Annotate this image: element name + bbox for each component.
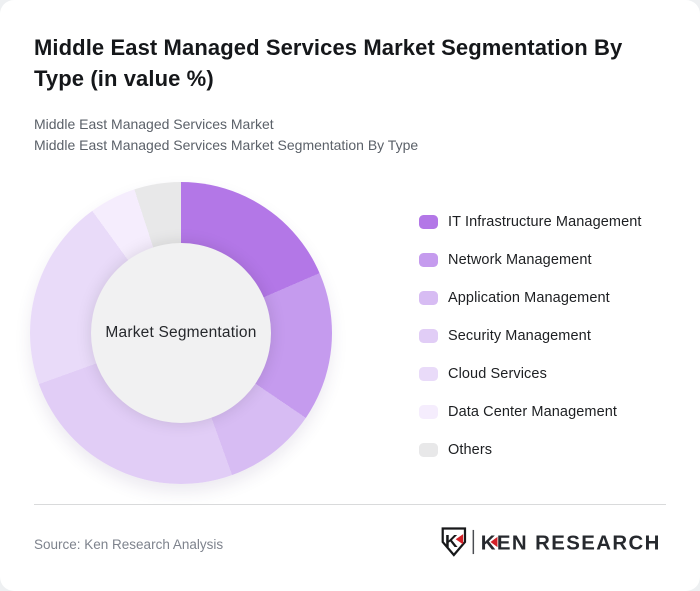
legend-swatch <box>419 290 438 305</box>
legend-swatch <box>419 214 438 229</box>
legend-label: Cloud Services <box>448 365 547 382</box>
subtitle-block: Middle East Managed Services Market Midd… <box>34 114 634 156</box>
logo-brand-text: KEN RESEARCH <box>481 532 661 554</box>
legend-label: Data Center Management <box>448 403 618 420</box>
legend-label: Others <box>448 441 493 458</box>
legend-label: Application Management <box>448 289 610 306</box>
legend-item: Application Management <box>419 289 642 306</box>
donut-hole: Market Segmentation <box>91 243 271 423</box>
legend-swatch <box>419 328 438 343</box>
legend-item: Data Center Management <box>419 403 642 420</box>
legend-label: Network Management <box>448 251 592 268</box>
legend-item: Security Management <box>419 327 642 344</box>
svg-text:K: K <box>445 531 458 551</box>
subtitle-line-1: Middle East Managed Services Market <box>34 116 274 132</box>
legend-swatch <box>419 404 438 419</box>
subtitle-line-2: Middle East Managed Services Market Segm… <box>34 137 419 153</box>
chart-legend: IT Infrastructure Management Network Man… <box>419 213 642 458</box>
donut-center-label: Market Segmentation <box>105 324 257 341</box>
legend-swatch <box>419 366 438 381</box>
ken-research-logo: K KEN RESEARCH <box>441 527 661 557</box>
footer-divider <box>34 504 666 505</box>
legend-item: Cloud Services <box>419 365 642 382</box>
legend-label: IT Infrastructure Management <box>448 213 642 230</box>
logo-brand-red-triangle <box>490 536 498 548</box>
logo-shield-icon: K <box>441 527 467 557</box>
legend-label: Security Management <box>448 327 591 344</box>
legend-swatch <box>419 442 438 457</box>
logo-shield-red-triangle <box>455 534 464 545</box>
donut-chart: Market Segmentation <box>30 182 332 484</box>
page-title: Middle East Managed Services Market Segm… <box>34 35 623 91</box>
source-note: Source: Ken Research Analysis <box>34 537 224 552</box>
legend-item: Others <box>419 441 642 458</box>
legend-item: Network Management <box>419 251 642 268</box>
legend-swatch <box>419 252 438 267</box>
legend-item: IT Infrastructure Management <box>419 213 642 230</box>
